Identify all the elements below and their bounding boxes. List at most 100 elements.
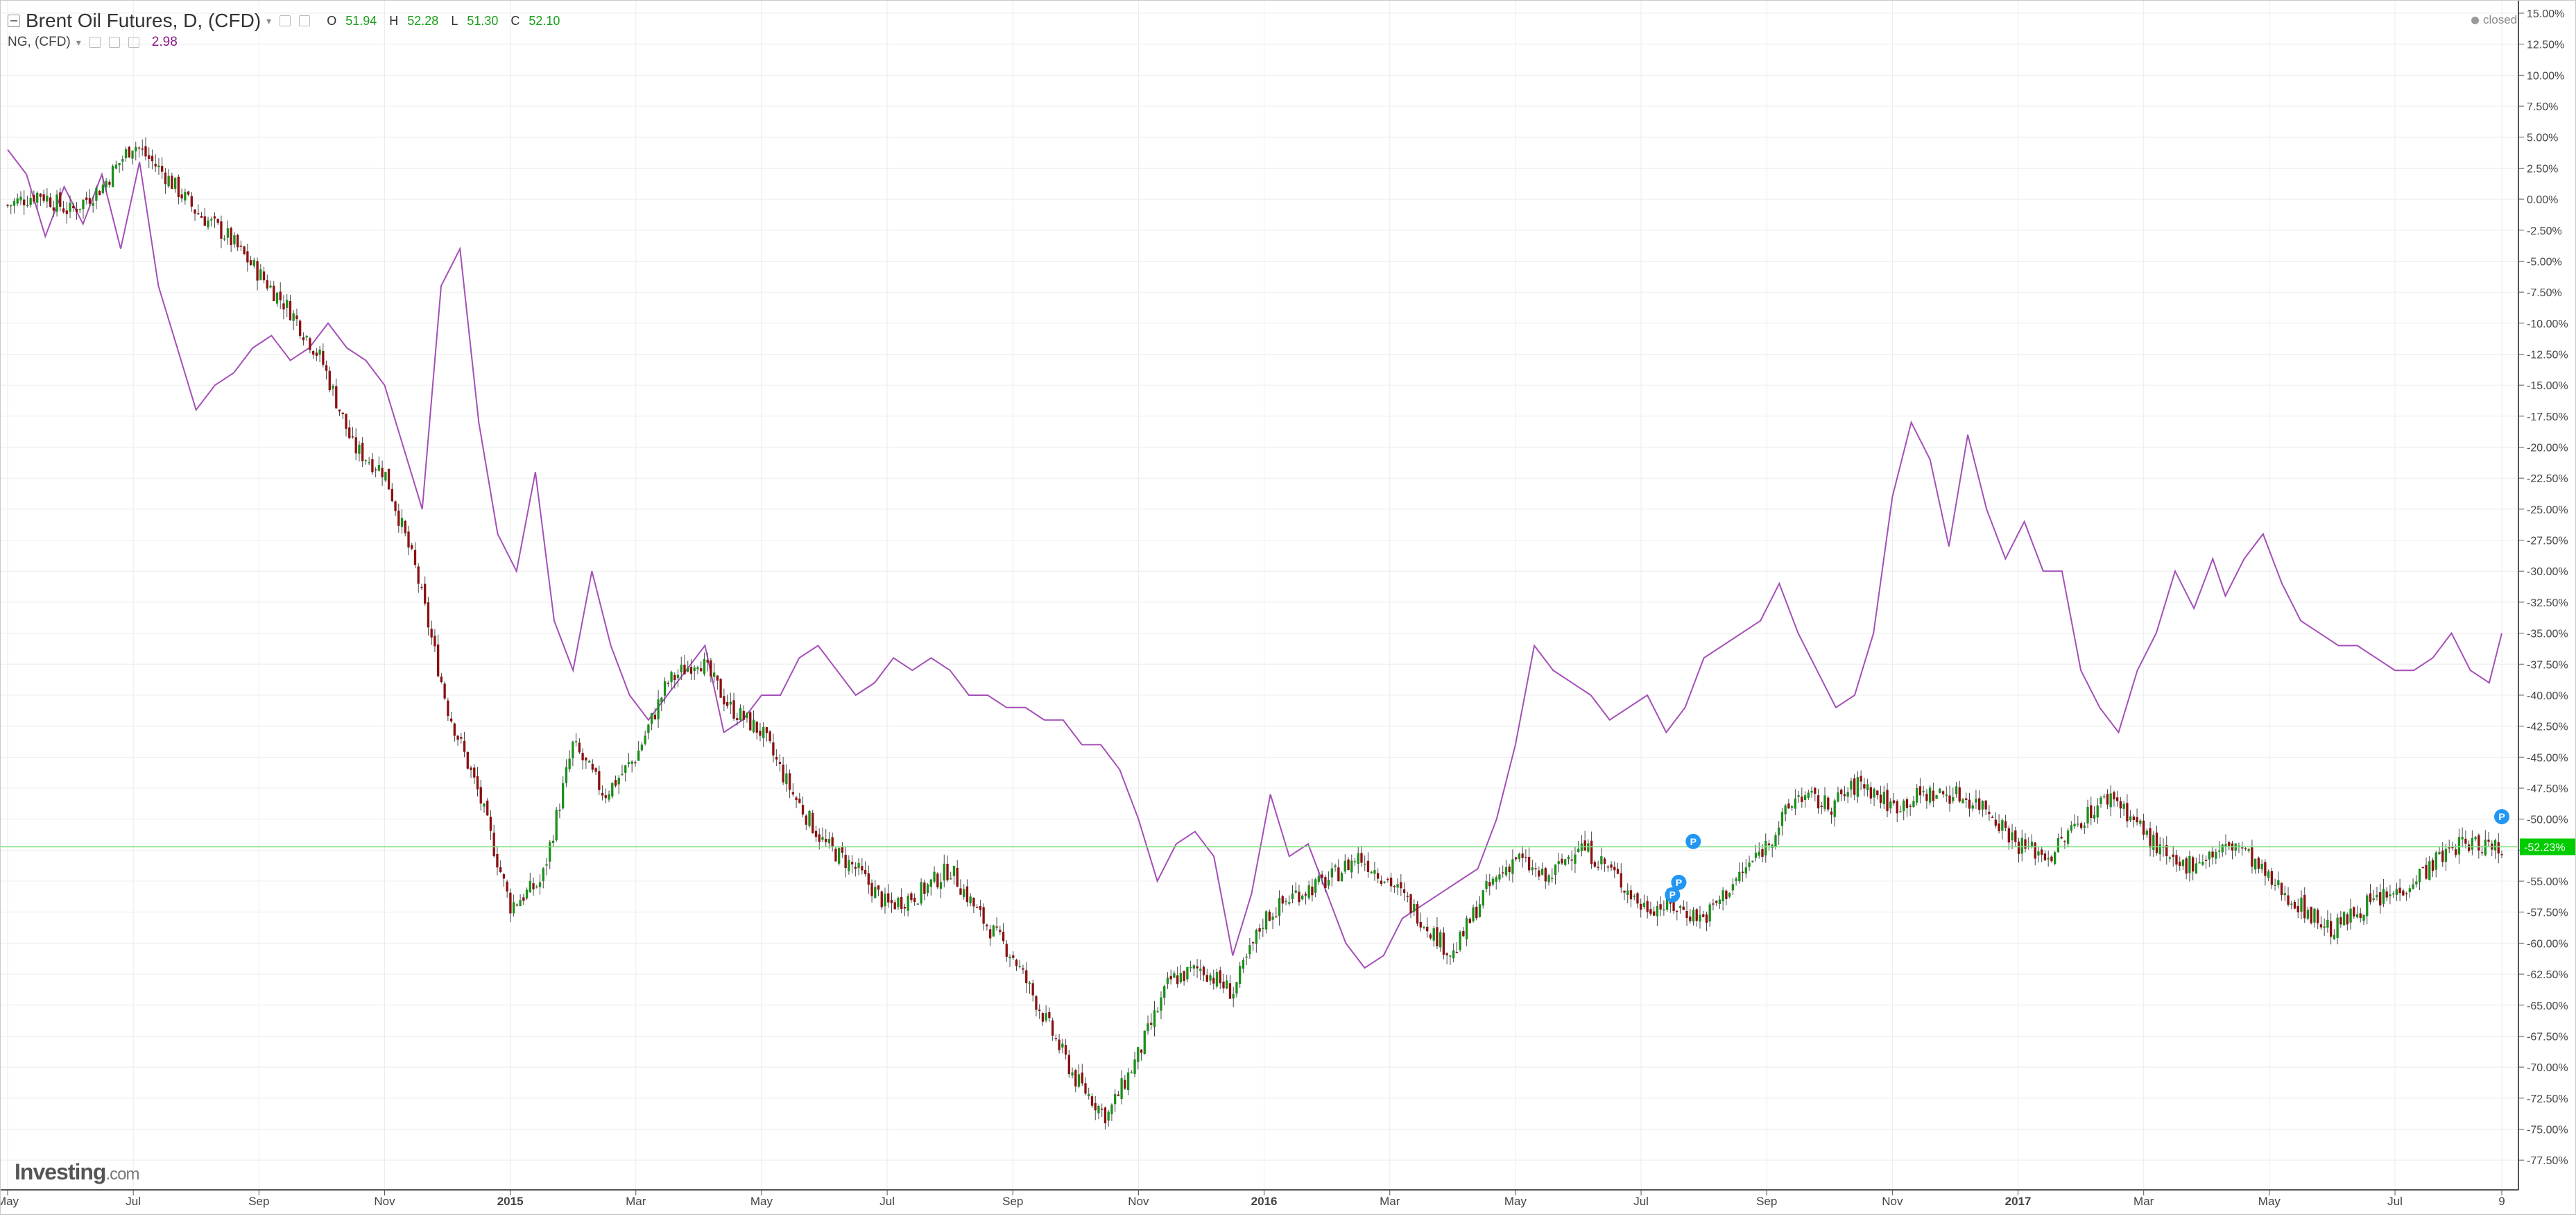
candle-body xyxy=(171,176,173,189)
candle-body xyxy=(335,386,338,409)
candle-body xyxy=(1291,893,1294,900)
last-price-badge xyxy=(2520,838,2575,855)
candle-body xyxy=(2238,845,2240,847)
candle-body xyxy=(2428,861,2431,880)
candle-body xyxy=(1708,904,1711,922)
event-marker-icon[interactable]: P xyxy=(1671,874,1687,890)
candle-body xyxy=(157,165,160,167)
y-tick-label: -5.00% xyxy=(2527,256,2562,268)
candle-body xyxy=(1955,786,1958,794)
candle-body xyxy=(292,313,295,321)
candle-body xyxy=(62,208,65,212)
candle-body xyxy=(963,889,965,897)
event-marker-icon[interactable]: P xyxy=(1685,833,1701,849)
candle-body xyxy=(2277,880,2280,885)
candle-body xyxy=(798,799,801,803)
candle-body xyxy=(479,787,482,804)
y-tick-label: -60.00% xyxy=(2527,938,2568,950)
candle-body xyxy=(413,549,417,565)
remove-icon[interactable] xyxy=(128,37,139,48)
candle-body xyxy=(2369,893,2372,902)
candle-body xyxy=(124,149,128,158)
svg-text:P: P xyxy=(1669,889,1676,901)
hide-icon[interactable] xyxy=(299,15,311,26)
candle-body xyxy=(890,899,893,903)
candle-body xyxy=(594,768,597,772)
candle-body xyxy=(1202,966,1205,975)
candle-body xyxy=(1965,798,1968,800)
candle-body xyxy=(216,219,219,223)
candle-body xyxy=(1307,885,1310,898)
candle-body xyxy=(1031,983,1034,996)
candle-body xyxy=(1245,956,1248,958)
secondary-title[interactable]: NG, (CFD) xyxy=(8,35,71,49)
candle-body xyxy=(1810,790,1813,793)
candle-body xyxy=(2455,849,2457,855)
candle-body xyxy=(1228,983,1232,999)
candle-body xyxy=(1120,1078,1123,1100)
candle-body xyxy=(2228,842,2231,846)
candle-body xyxy=(1183,971,1185,982)
candle-body xyxy=(952,865,956,876)
hide-icon[interactable] xyxy=(108,37,120,48)
candle-body xyxy=(1337,867,1340,882)
chevron-down-icon[interactable]: ▾ xyxy=(76,36,81,48)
candle-body xyxy=(1988,811,1991,815)
candle-body xyxy=(1896,801,1898,814)
settings-icon[interactable] xyxy=(280,15,291,26)
chevron-down-icon[interactable]: ▾ xyxy=(266,15,272,26)
candle-body xyxy=(289,300,292,321)
settings-icon[interactable] xyxy=(89,37,101,48)
candle-body xyxy=(220,221,223,239)
candle-body xyxy=(173,178,177,189)
candle-body xyxy=(1682,906,1685,910)
candle-body xyxy=(187,191,190,195)
candle-body xyxy=(1840,790,1843,794)
candle-body xyxy=(2047,858,2050,860)
candle-body xyxy=(611,783,614,797)
candle-body xyxy=(2431,860,2435,871)
candle-body xyxy=(1022,968,1024,970)
collapse-icon[interactable] xyxy=(8,15,20,27)
candle-body xyxy=(273,285,275,301)
candle-body xyxy=(2313,908,2316,923)
candle-body xyxy=(2415,881,2418,885)
y-tick-label: -47.50% xyxy=(2527,783,2568,795)
x-tick-label: 2016 xyxy=(1251,1195,1278,1208)
candle-body xyxy=(1610,864,1613,868)
low-value: 51.30 xyxy=(467,13,499,28)
event-marker-icon[interactable]: P xyxy=(1665,887,1681,903)
high-label: H xyxy=(389,13,399,28)
candle-body xyxy=(1912,801,1915,808)
candle-body xyxy=(449,718,453,722)
series-title[interactable]: Brent Oil Futures, D, (CFD) xyxy=(26,10,261,31)
candle-body xyxy=(453,723,456,736)
candle-body xyxy=(509,892,512,914)
candle-body xyxy=(1583,840,1586,851)
candle-body xyxy=(1705,914,1708,923)
candle-body xyxy=(877,885,880,890)
candle-body xyxy=(2319,924,2323,928)
candle-body xyxy=(1343,860,1346,872)
candle-body xyxy=(1731,884,1735,891)
open-label: O xyxy=(327,13,337,28)
candle-body xyxy=(2211,851,2214,858)
candle-body xyxy=(2296,906,2299,913)
candle-body xyxy=(499,867,502,873)
candle-body xyxy=(2241,847,2244,849)
candle-body xyxy=(608,794,610,800)
candle-body xyxy=(739,708,742,721)
candle-body xyxy=(2471,837,2474,850)
candle-body xyxy=(1616,869,1620,874)
candle-body xyxy=(1860,776,1862,782)
candle-body xyxy=(1041,1013,1045,1022)
y-tick-label: -75.00% xyxy=(2527,1124,2568,1136)
candle-body xyxy=(1285,901,1287,903)
event-marker-icon[interactable]: P xyxy=(2494,809,2509,825)
candle-body xyxy=(351,436,354,438)
y-tick-label: 5.00% xyxy=(2527,133,2558,144)
candle-body xyxy=(1275,916,1278,918)
candle-body xyxy=(2224,844,2227,846)
